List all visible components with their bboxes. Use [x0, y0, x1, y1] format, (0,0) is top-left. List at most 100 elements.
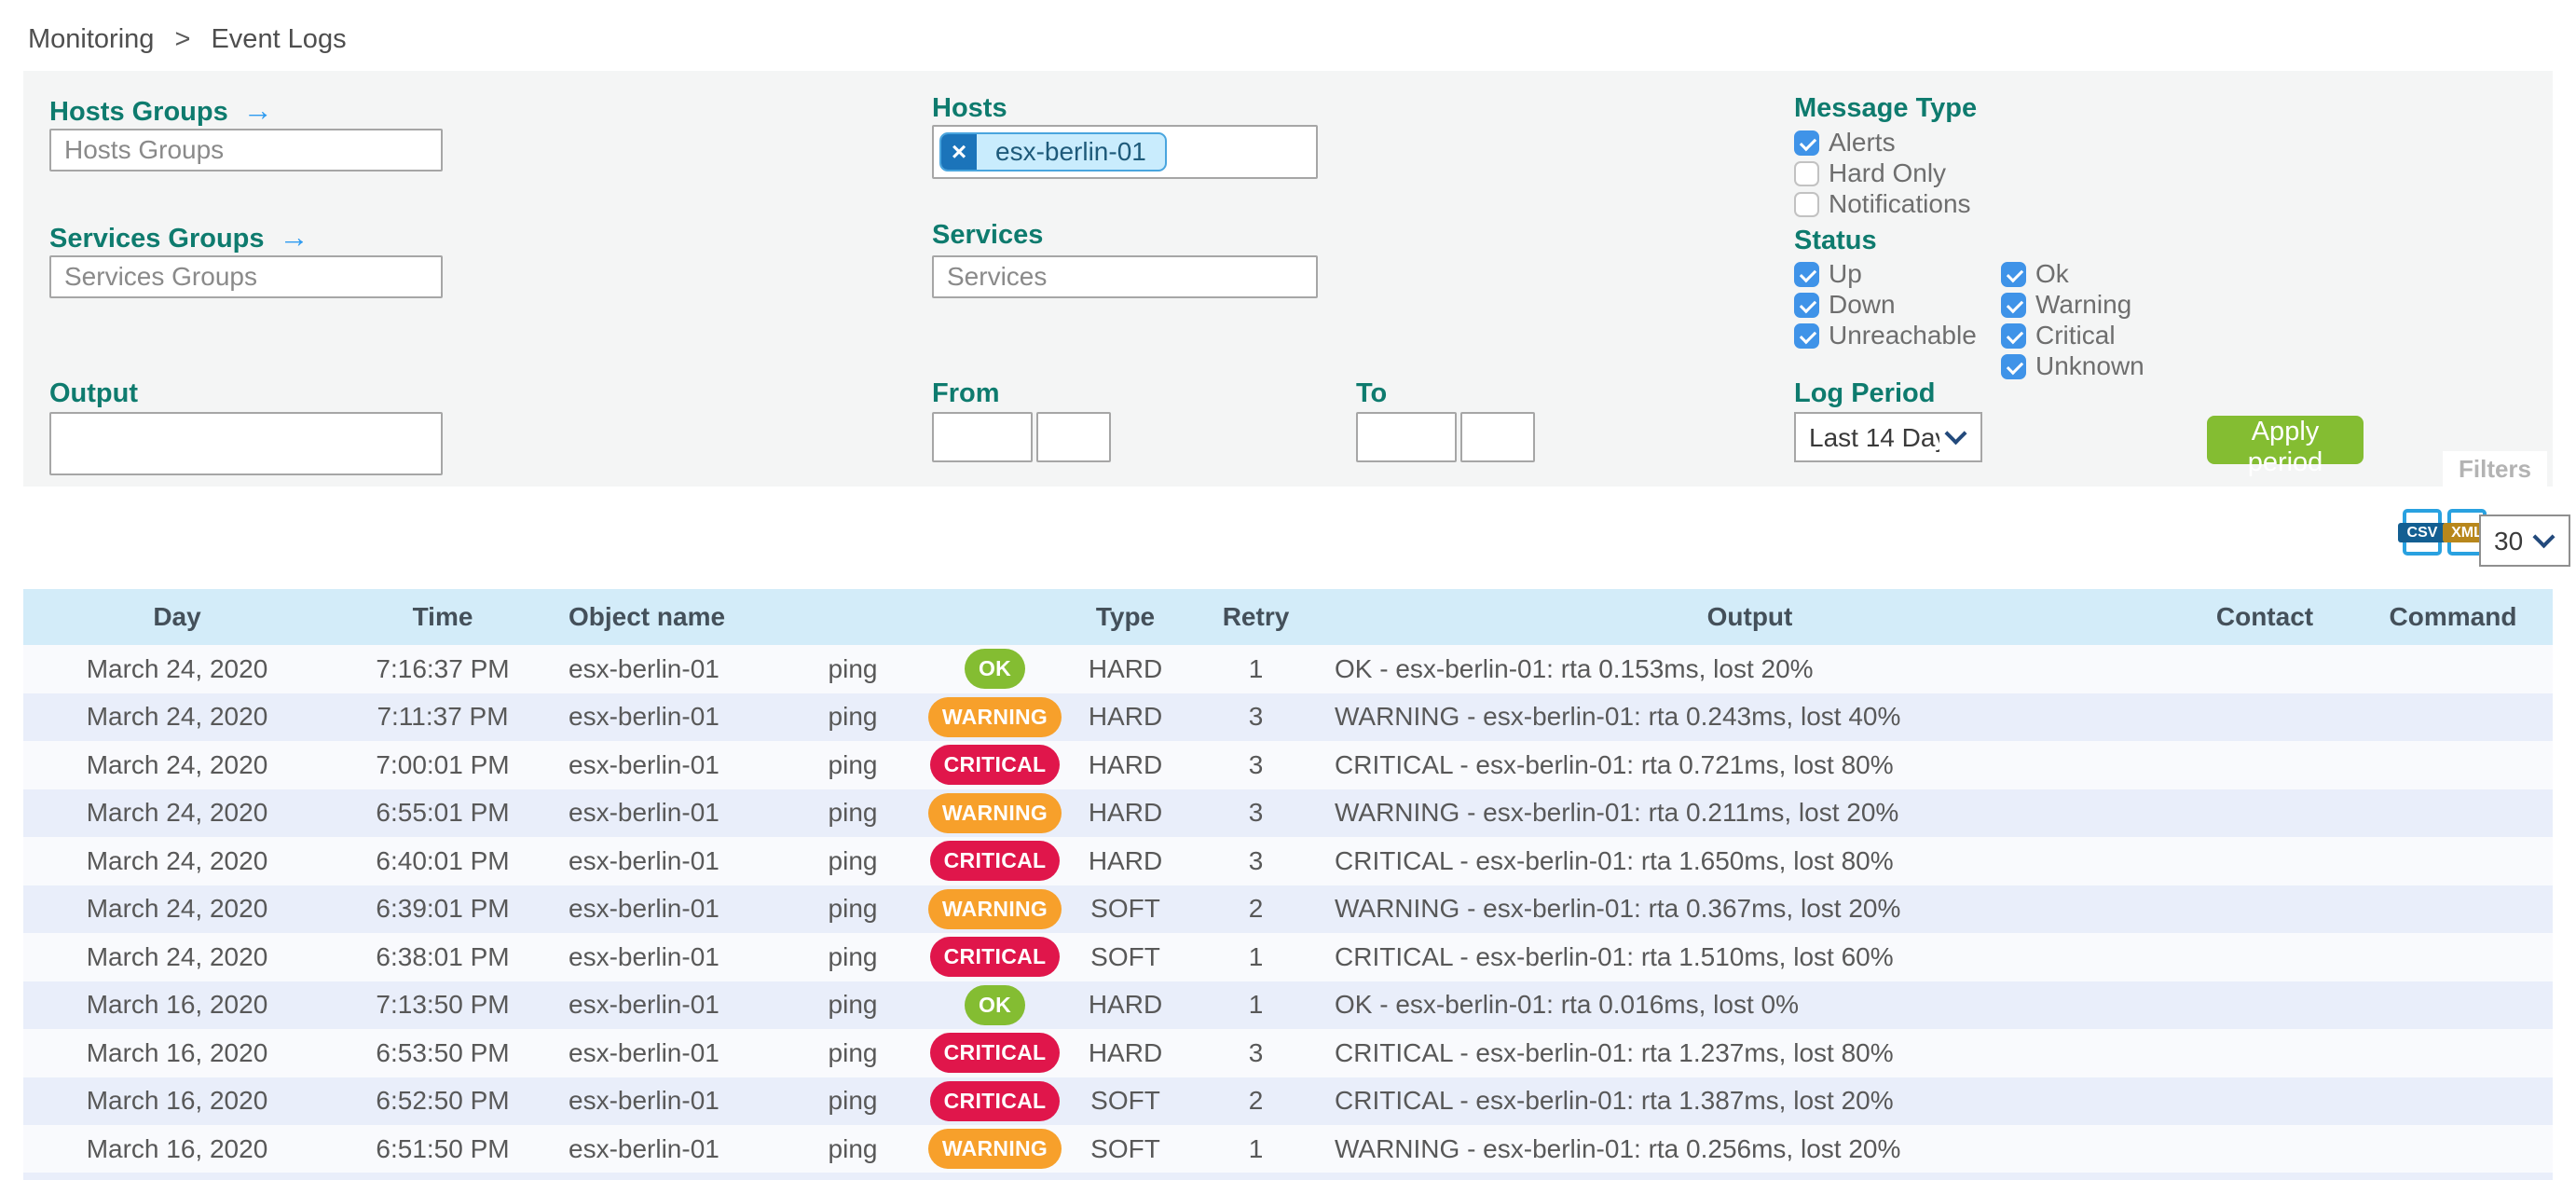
table-row: March 24, 2020 7:11:37 PM esx-berlin-01 …	[23, 693, 2553, 742]
object-name-cell: esx-berlin-01	[569, 1037, 719, 1067]
col-day-header: Day	[23, 589, 331, 645]
time-cell: 7:13:50 PM	[376, 990, 510, 1020]
status-label: Status	[1794, 226, 1877, 255]
command-cell	[2353, 885, 2553, 934]
col-contact-header: Contact	[2176, 589, 2353, 645]
status-badge: CRITICAL	[929, 745, 1061, 786]
remove-tag-button[interactable]: ×	[941, 134, 977, 170]
checkbox-icon[interactable]	[2001, 322, 2026, 349]
table-row: March 16, 2020 6:53:50 PM esx-berlin-01 …	[23, 1029, 2553, 1077]
col-output-header: Output	[1323, 589, 2176, 645]
time-cell: 7:11:37 PM	[377, 702, 509, 732]
checkbox-icon[interactable]	[2001, 292, 2026, 318]
command-cell	[2353, 981, 2553, 1030]
output-cell: OK - esx-berlin-01: rta 0.153ms, lost 20…	[1335, 653, 1814, 683]
status-cell: CRITICAL	[927, 1029, 1062, 1077]
to-time-input[interactable]	[1460, 412, 1535, 462]
status-badge: WARNING	[927, 792, 1062, 833]
command-cell	[2353, 693, 2553, 742]
type-cell: HARD	[1088, 653, 1163, 683]
retry-cell: 3	[1248, 1037, 1264, 1067]
checkbox-icon[interactable]	[1794, 292, 1819, 318]
day-cell: March 16, 2020	[86, 990, 268, 1020]
status-cell: CRITICAL	[927, 741, 1062, 789]
col-time-header: Time	[331, 589, 555, 645]
breadcrumb-monitoring[interactable]: Monitoring	[28, 24, 155, 54]
output-cell: WARNING - esx-berlin-01: rta 0.243ms, lo…	[1335, 702, 1901, 732]
object-name-cell: esx-berlin-01	[569, 702, 719, 732]
type-cell: HARD	[1088, 845, 1163, 875]
checkbox-icon[interactable]	[1794, 160, 1819, 186]
checkbox-icon[interactable]	[1794, 322, 1819, 349]
retry-cell: 2	[1248, 894, 1264, 924]
table-row: March 16, 2020 6:51:50 PM esx-berlin-01 …	[23, 1125, 2553, 1173]
page-size-select-wrap: 30	[2479, 515, 2570, 567]
from-time-input[interactable]	[1036, 412, 1111, 462]
from-date-input[interactable]	[932, 412, 1033, 462]
time-cell: 6:55:01 PM	[376, 798, 510, 828]
object-name-cell: esx-berlin-01	[569, 990, 719, 1020]
log-period-select-wrap: Last 14 Days	[1794, 412, 1982, 462]
checkbox-ok[interactable]: Ok	[2001, 259, 2069, 288]
status-cell: OK	[927, 645, 1062, 693]
checkbox-icon[interactable]	[2001, 353, 2026, 379]
retry-cell: 2	[1248, 1086, 1264, 1116]
host-tag-label: esx-berlin-01	[995, 137, 1146, 166]
object-name-cell: esx-berlin-01	[569, 1086, 719, 1116]
page-size-select[interactable]: 30	[2481, 516, 2569, 565]
contact-cell	[2176, 789, 2353, 838]
hosts-input[interactable]: × esx-berlin-01	[932, 125, 1318, 179]
service-cell: ping	[828, 798, 878, 828]
checkbox-notifications[interactable]: Notifications	[1794, 189, 1971, 218]
checkbox-unreachable[interactable]: Unreachable	[1794, 321, 1977, 350]
object-name-cell: esx-berlin-01	[569, 749, 719, 779]
services-groups-input[interactable]	[49, 255, 443, 298]
breadcrumb-event-logs: Event Logs	[211, 24, 347, 54]
checkbox-alerts[interactable]: Alerts	[1794, 128, 1896, 157]
table-row: March 24, 2020 6:39:01 PM esx-berlin-01 …	[23, 885, 2553, 934]
command-cell	[2353, 645, 2553, 693]
arrow-right-icon[interactable]	[280, 220, 309, 254]
checkbox-down[interactable]: Down	[1794, 290, 1896, 319]
contact-cell	[2176, 741, 2353, 789]
table-row: March 24, 2020 7:16:37 PM esx-berlin-01 …	[23, 645, 2553, 693]
contact-cell	[2176, 837, 2353, 885]
status-badge: WARNING	[927, 888, 1062, 929]
checkbox-unknown[interactable]: Unknown	[2001, 351, 2144, 380]
day-cell: March 16, 2020	[86, 1037, 268, 1067]
checkbox-icon[interactable]	[1794, 130, 1819, 156]
status-cell: CRITICAL	[927, 837, 1062, 885]
service-cell: ping	[828, 653, 878, 683]
status-cell: WARNING	[927, 885, 1062, 934]
to-date-input[interactable]	[1356, 412, 1457, 462]
service-cell: ping	[828, 894, 878, 924]
checkbox-icon[interactable]	[1794, 261, 1819, 287]
col-retry-header: Retry	[1188, 589, 1323, 645]
object-name-cell: esx-berlin-01	[569, 845, 719, 875]
services-input[interactable]	[932, 255, 1318, 298]
service-cell: ping	[828, 1133, 878, 1163]
filters-tab[interactable]: Filters	[2443, 451, 2547, 487]
contact-cell	[2176, 933, 2353, 981]
checkbox-hard-only[interactable]: Hard Only	[1794, 158, 1946, 187]
checkbox-icon[interactable]	[2001, 261, 2026, 287]
checkbox-warning[interactable]: Warning	[2001, 290, 2131, 319]
day-cell: March 16, 2020	[86, 1086, 268, 1116]
checkbox-icon[interactable]	[1794, 191, 1819, 217]
apply-period-button[interactable]: Apply period	[2207, 416, 2364, 477]
col-status-header	[927, 589, 1062, 645]
time-cell: 6:40:01 PM	[376, 845, 510, 875]
hosts-groups-input[interactable]	[49, 129, 443, 172]
output-input[interactable]	[49, 412, 443, 475]
checkbox-critical[interactable]: Critical	[2001, 321, 2116, 350]
arrow-right-icon[interactable]	[243, 93, 273, 127]
checkbox-up[interactable]: Up	[1794, 259, 1862, 288]
filter-panel: Hosts Groups Services Groups Output Host…	[23, 71, 2553, 487]
csv-export-icon[interactable]: CSV	[2398, 509, 2446, 556]
retry-cell: 3	[1248, 702, 1264, 732]
log-period-select[interactable]: Last 14 Days	[1796, 414, 1980, 460]
hosts-groups-label: Hosts Groups	[49, 93, 273, 128]
contact-cell	[2176, 1029, 2353, 1077]
day-cell: March 24, 2020	[86, 941, 268, 971]
